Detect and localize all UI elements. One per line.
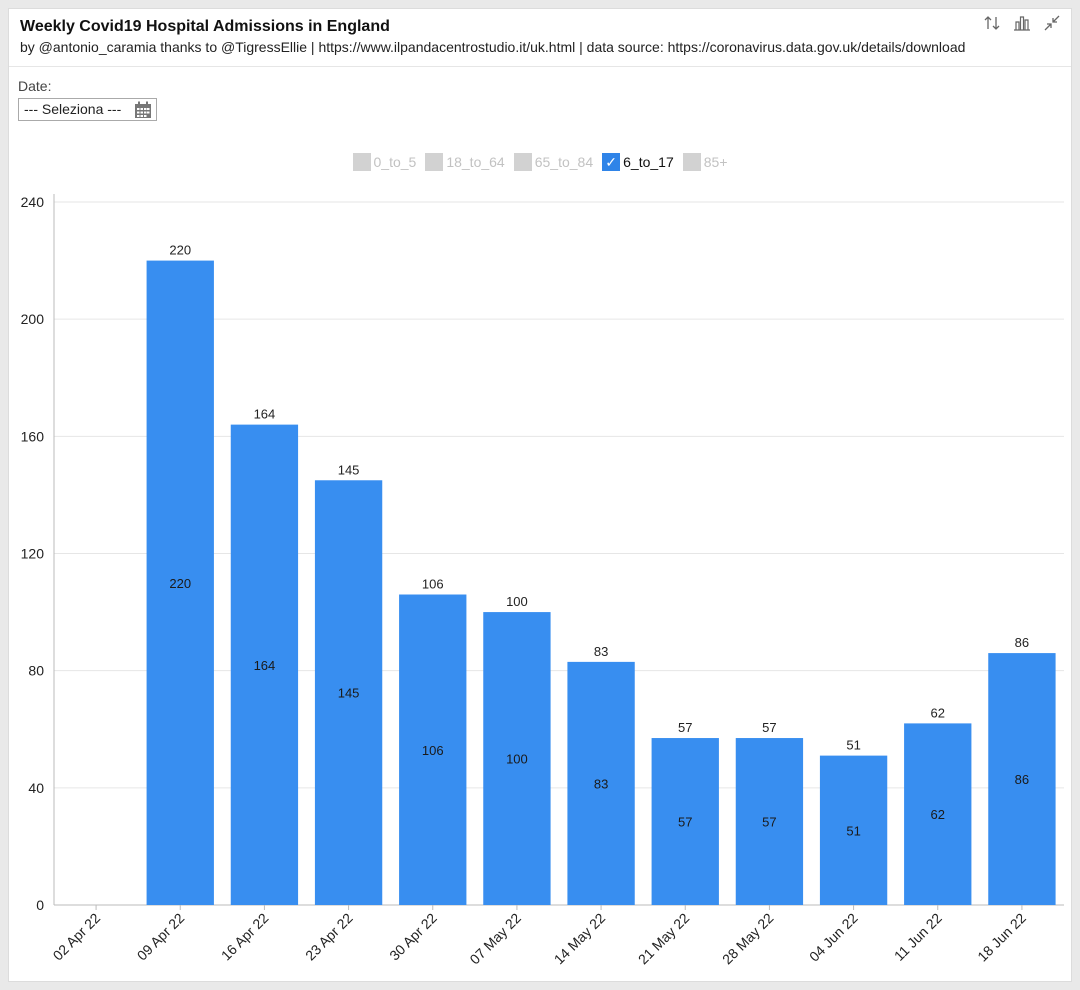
bar-top-label: 62 xyxy=(931,705,945,720)
bar-top-label: 220 xyxy=(169,243,191,258)
legend-item-85-plus[interactable]: 85+ xyxy=(682,150,728,174)
x-tick-label: 09 Apr 22 xyxy=(134,910,188,964)
bar-center-label: 220 xyxy=(169,576,191,591)
x-tick-label: 11 Jun 22 xyxy=(891,910,945,964)
bar-center-label: 57 xyxy=(762,815,776,830)
x-tick-label: 18 Jun 22 xyxy=(974,910,1029,965)
chart-legend: 0_to_5 18_to_64 65_to_84 ✓ 6_to_17 85+ xyxy=(9,150,1071,174)
bar-top-label: 57 xyxy=(678,720,692,735)
bar xyxy=(314,480,383,905)
bar xyxy=(399,594,467,905)
bar-top-label: 100 xyxy=(506,594,528,609)
legend-checkbox[interactable] xyxy=(425,153,444,171)
bar-top-label: 164 xyxy=(254,407,276,422)
bar-chart: 0 40 80 120 160 200 240 02 Apr 22 09 Apr 22 220 22… xyxy=(21,194,1064,968)
bar-center-label: 86 xyxy=(1015,772,1029,787)
bar-top-label: 106 xyxy=(422,577,444,592)
legend-item-65-to-84[interactable]: 65_to_84 xyxy=(513,150,594,174)
date-filter-label: Date: xyxy=(18,78,52,94)
y-tick-label: 40 xyxy=(28,780,44,796)
chart-header: Weekly Covid19 Hospital Admissions in En… xyxy=(9,9,1071,67)
y-tick-label: 120 xyxy=(21,546,45,562)
x-tick-label: 04 Jun 22 xyxy=(806,910,861,965)
legend-label: 18_to_64 xyxy=(446,154,505,170)
collapse-icon[interactable] xyxy=(1041,13,1063,33)
legend-label: 6_to_17 xyxy=(623,154,674,170)
legend-checkbox-checked[interactable]: ✓ xyxy=(602,153,621,171)
bar-chart-icon[interactable] xyxy=(1011,13,1033,33)
bar xyxy=(230,424,299,905)
bar-center-label: 62 xyxy=(931,807,945,822)
x-tick-label: 28 May 22 xyxy=(719,910,777,968)
x-tick-label: 02 Apr 22 xyxy=(50,910,104,964)
bar-center-label: 106 xyxy=(422,743,444,758)
x-tick-label: 07 May 22 xyxy=(466,910,524,968)
bar xyxy=(735,738,804,905)
date-select-value: --- Seleziona --- xyxy=(24,101,122,117)
y-tick-label: 160 xyxy=(21,428,45,444)
bar xyxy=(904,723,972,905)
y-tick-label: 240 xyxy=(21,194,45,210)
bar xyxy=(146,260,214,905)
x-tick-label: 21 May 22 xyxy=(635,910,693,968)
x-tick-label: 14 May 22 xyxy=(551,910,609,968)
bar-top-label: 57 xyxy=(762,720,776,735)
calendar-icon[interactable] xyxy=(134,101,152,119)
x-tick-label: 23 Apr 22 xyxy=(302,910,356,964)
toolbar xyxy=(981,13,1063,33)
bar xyxy=(483,612,551,905)
legend-checkbox[interactable] xyxy=(682,153,701,171)
bar-top-label: 86 xyxy=(1015,635,1029,650)
chart-panel: Weekly Covid19 Hospital Admissions in En… xyxy=(8,8,1072,982)
legend-label: 85+ xyxy=(703,154,728,170)
date-select[interactable]: --- Seleziona --- xyxy=(18,98,157,121)
legend-label: 65_to_84 xyxy=(534,154,594,170)
bar xyxy=(567,661,635,905)
y-tick-label: 0 xyxy=(36,897,44,913)
chart-title: Weekly Covid19 Hospital Admissions in En… xyxy=(20,18,390,35)
bar-center-label: 145 xyxy=(338,686,360,701)
y-tick-label: 80 xyxy=(28,663,44,679)
legend-checkbox[interactable] xyxy=(513,153,532,171)
bar-center-label: 100 xyxy=(506,752,528,767)
x-tick-label: 16 Apr 22 xyxy=(218,910,272,964)
bar-top-label: 83 xyxy=(594,644,608,659)
x-tick-label: 30 Apr 22 xyxy=(386,910,440,964)
chart-subtitle: by @antonio_caramia thanks to @TigressEl… xyxy=(20,39,966,55)
bar xyxy=(988,653,1056,905)
bar-top-label: 145 xyxy=(338,462,360,477)
legend-item-18-to-64[interactable]: 18_to_64 xyxy=(425,150,505,174)
legend-item-6-to-17[interactable]: ✓ 6_to_17 xyxy=(602,150,674,174)
bar xyxy=(651,738,719,905)
bar-center-label: 83 xyxy=(594,776,608,791)
bar xyxy=(819,755,888,905)
bar-center-label: 164 xyxy=(254,658,276,673)
bar-center-label: 51 xyxy=(846,823,860,838)
legend-item-0-to-5[interactable]: 0_to_5 xyxy=(352,150,417,174)
legend-checkbox[interactable] xyxy=(352,153,371,171)
sort-icon[interactable] xyxy=(981,13,1003,33)
legend-label: 0_to_5 xyxy=(373,154,417,170)
bar-center-label: 57 xyxy=(678,815,692,830)
y-tick-label: 200 xyxy=(21,311,45,327)
bar-top-label: 51 xyxy=(846,738,860,753)
